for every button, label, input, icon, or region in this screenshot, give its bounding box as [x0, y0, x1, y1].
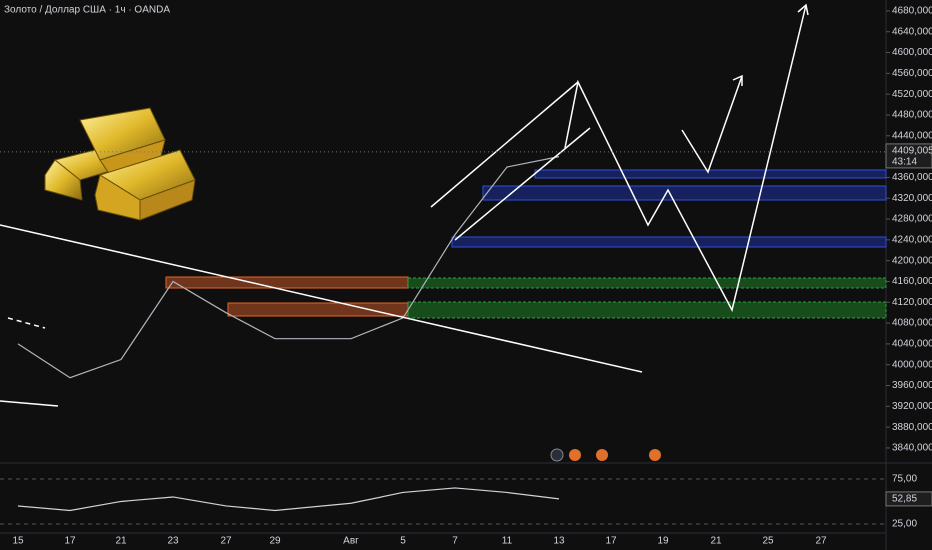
y-tick-label: 4520,000 — [892, 89, 932, 100]
y-tick-label: 4480,000 — [892, 110, 932, 121]
price-label: 4409,005 — [892, 146, 932, 157]
gold-bars — [44, 107, 196, 221]
projection — [564, 4, 807, 313]
x-tick-label: 17 — [64, 536, 76, 547]
event-icon — [569, 449, 581, 461]
plot — [17, 156, 560, 512]
x-tick-label: 15 — [12, 536, 24, 547]
y-tick-label: 4560,000 — [892, 68, 932, 79]
trend-line — [7, 317, 46, 329]
x-tick-label: Авг — [343, 536, 359, 547]
y-tick-label: 4440,000 — [892, 130, 932, 141]
event-icons — [550, 448, 661, 462]
y-tick-label: 3840,000 — [892, 443, 932, 454]
event-icon — [550, 448, 564, 462]
countdown: 43:14 — [892, 157, 917, 168]
x-tick-label: 29 — [269, 536, 281, 547]
projection — [681, 75, 743, 174]
y-tick-label: 4360,000 — [892, 172, 932, 183]
zones — [165, 169, 887, 319]
y-tick-label: 4600,000 — [892, 47, 932, 58]
y-tick-label: 3960,000 — [892, 380, 932, 391]
price-line — [17, 156, 560, 379]
trend-line — [0, 224, 643, 373]
x-tick-label: 11 — [502, 536, 513, 547]
zone — [482, 185, 887, 201]
zone — [407, 301, 887, 319]
y-tick-label: 25,00 — [892, 519, 917, 530]
y-tick-label: 4280,000 — [892, 214, 932, 225]
y-tick-label: 4200,000 — [892, 255, 932, 266]
event-icon — [649, 449, 661, 461]
x-tick-label: 13 — [553, 536, 565, 547]
chart-title: Золото / Доллар США · 1ч · OANDA — [4, 5, 170, 16]
bar-icon — [44, 159, 83, 201]
y-tick-label: 3920,000 — [892, 401, 932, 412]
x-tick-label: 17 — [605, 536, 617, 547]
channel-line — [454, 127, 591, 241]
x-tick-label: 25 — [762, 536, 774, 547]
y-tick-label: 4240,000 — [892, 234, 932, 245]
x-tick-label: 27 — [220, 536, 232, 547]
bar-icon — [139, 179, 196, 221]
x-tick-label: 23 — [167, 536, 179, 547]
x-tick-label: 7 — [452, 536, 458, 547]
event-icon — [596, 449, 608, 461]
y-tick-label: 3880,000 — [892, 422, 932, 433]
y-tick-label: 4640,000 — [892, 26, 932, 37]
rsi-label: 52,85 — [892, 494, 917, 505]
channel-line — [430, 81, 579, 208]
y-tick-label: 4040,000 — [892, 339, 932, 350]
x-tick-label: 19 — [657, 536, 669, 547]
rsi-line — [17, 487, 560, 512]
y-tick-label: 4160,000 — [892, 276, 932, 287]
arrow-head — [732, 74, 743, 86]
arrow-head — [797, 3, 809, 16]
x-tick-label: 21 — [115, 536, 127, 547]
y-tick-label: 4680,000 — [892, 6, 932, 17]
trend-line — [0, 400, 59, 407]
x-tick-label: 27 — [815, 536, 827, 547]
zone — [227, 302, 409, 317]
rsi-badge — [885, 491, 932, 507]
y-tick-label: 4320,000 — [892, 193, 932, 204]
x-tick-label: 5 — [400, 536, 406, 547]
drawings — [0, 3, 809, 407]
y-tick-label: 75,00 — [892, 474, 917, 485]
price-badge — [885, 143, 932, 169]
zone — [451, 236, 887, 248]
x-tick-label: 21 — [710, 536, 722, 547]
zone — [407, 277, 887, 289]
zone — [534, 169, 887, 179]
y-tick-label: 4120,000 — [892, 297, 932, 308]
y-tick-label: 4000,000 — [892, 359, 932, 370]
y-tick-label: 4080,000 — [892, 318, 932, 329]
zone — [165, 276, 409, 289]
